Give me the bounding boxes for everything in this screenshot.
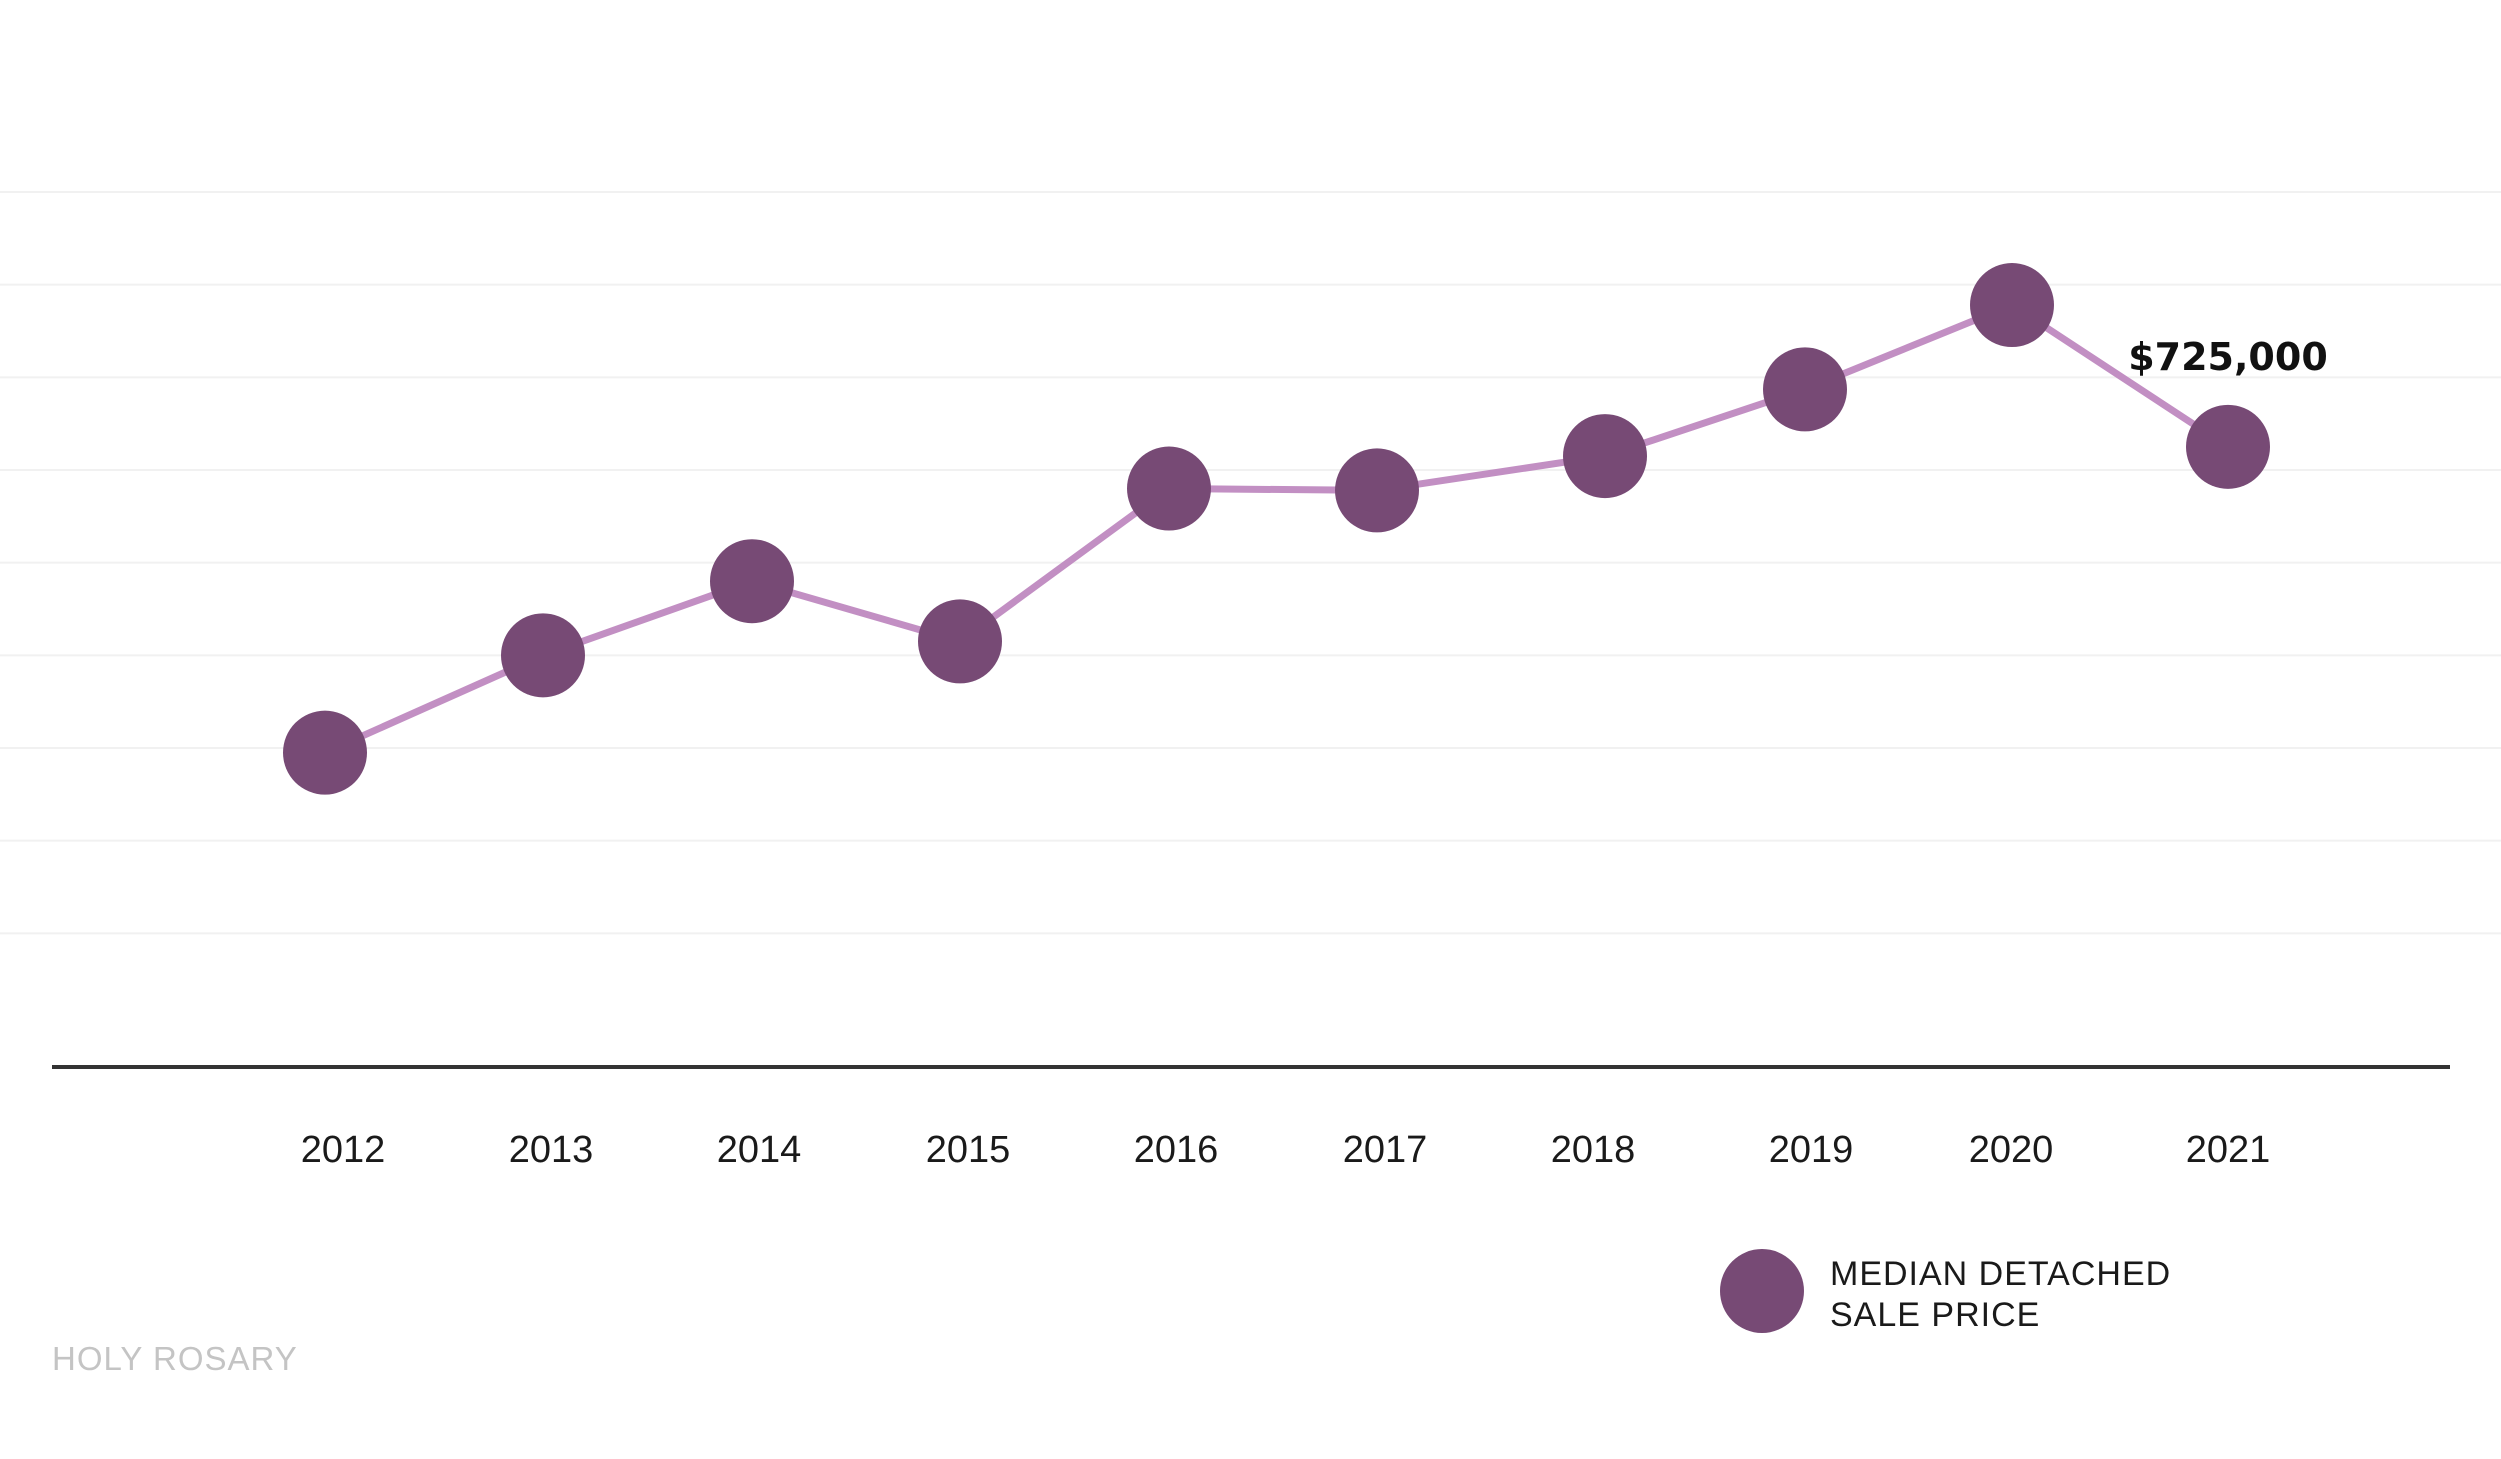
x-tick-label: 2017 xyxy=(1343,1129,1428,1171)
data-point xyxy=(1335,448,1419,533)
data-point xyxy=(918,599,1002,684)
x-tick-label: 2013 xyxy=(509,1129,594,1171)
x-tick-label: 2014 xyxy=(717,1129,802,1171)
data-point xyxy=(2186,404,2270,489)
data-point xyxy=(501,613,585,698)
data-label: $725,000 xyxy=(2128,335,2328,379)
legend-label-line1: MEDIAN DETACHED xyxy=(1830,1255,2171,1293)
x-tick-label: 2015 xyxy=(926,1129,1011,1171)
legend: MEDIAN DETACHED SALE PRICE xyxy=(1720,1249,2171,1334)
x-tick-labels: 2012 2013 2014 2015 2016 2017 2018 2019 2020 2021 xyxy=(301,1129,2271,1171)
x-tick-label: 2021 xyxy=(2186,1129,2271,1171)
data-labels: $725,000 xyxy=(2128,335,2328,379)
data-point xyxy=(1563,414,1647,499)
x-tick-label: 2019 xyxy=(1769,1129,1854,1171)
data-point xyxy=(1127,446,1211,531)
data-points xyxy=(283,263,2270,795)
x-tick-label: 2012 xyxy=(301,1129,386,1171)
x-tick-label: 2020 xyxy=(1969,1129,2054,1171)
data-point xyxy=(710,539,794,624)
x-tick-label: 2016 xyxy=(1134,1129,1219,1171)
legend-marker xyxy=(1720,1249,1804,1333)
series-line xyxy=(323,301,2230,756)
data-point xyxy=(283,710,367,795)
data-point xyxy=(1970,263,2054,348)
gridlines xyxy=(0,191,2501,935)
data-point xyxy=(1763,347,1847,432)
legend-label-line2: SALE PRICE xyxy=(1830,1296,2040,1334)
x-tick-label: 2018 xyxy=(1551,1129,1636,1171)
footer-label: HOLY ROSARY xyxy=(52,1340,298,1377)
